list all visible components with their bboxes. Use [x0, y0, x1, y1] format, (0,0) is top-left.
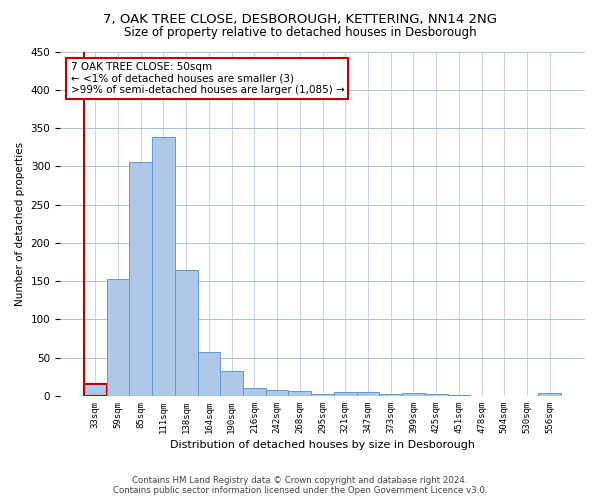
Y-axis label: Number of detached properties: Number of detached properties	[15, 142, 25, 306]
Text: 7 OAK TREE CLOSE: 50sqm
← <1% of detached houses are smaller (3)
>99% of semi-de: 7 OAK TREE CLOSE: 50sqm ← <1% of detache…	[71, 62, 344, 95]
Bar	[107, 279, 130, 396]
Bar	[356, 392, 379, 396]
Bar	[311, 394, 334, 396]
Bar	[334, 392, 356, 396]
Text: Size of property relative to detached houses in Desborough: Size of property relative to detached ho…	[124, 26, 476, 39]
Bar	[379, 394, 402, 396]
Bar	[448, 395, 470, 396]
Bar	[152, 137, 175, 396]
Bar	[402, 393, 425, 396]
Bar	[130, 162, 152, 396]
Bar	[84, 384, 107, 396]
Bar	[243, 388, 266, 396]
Text: Contains HM Land Registry data © Crown copyright and database right 2024.
Contai: Contains HM Land Registry data © Crown c…	[113, 476, 487, 495]
Text: 7, OAK TREE CLOSE, DESBOROUGH, KETTERING, NN14 2NG: 7, OAK TREE CLOSE, DESBOROUGH, KETTERING…	[103, 12, 497, 26]
Bar	[538, 393, 561, 396]
X-axis label: Distribution of detached houses by size in Desborough: Distribution of detached houses by size …	[170, 440, 475, 450]
Bar	[197, 352, 220, 396]
Bar	[266, 390, 289, 396]
Bar	[220, 370, 243, 396]
Bar	[289, 392, 311, 396]
Bar	[175, 270, 197, 396]
Bar	[425, 394, 448, 396]
